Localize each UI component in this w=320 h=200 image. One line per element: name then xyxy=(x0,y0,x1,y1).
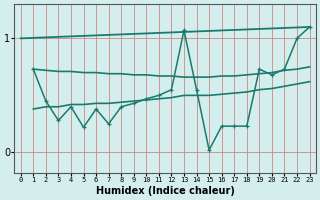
X-axis label: Humidex (Indice chaleur): Humidex (Indice chaleur) xyxy=(96,186,235,196)
